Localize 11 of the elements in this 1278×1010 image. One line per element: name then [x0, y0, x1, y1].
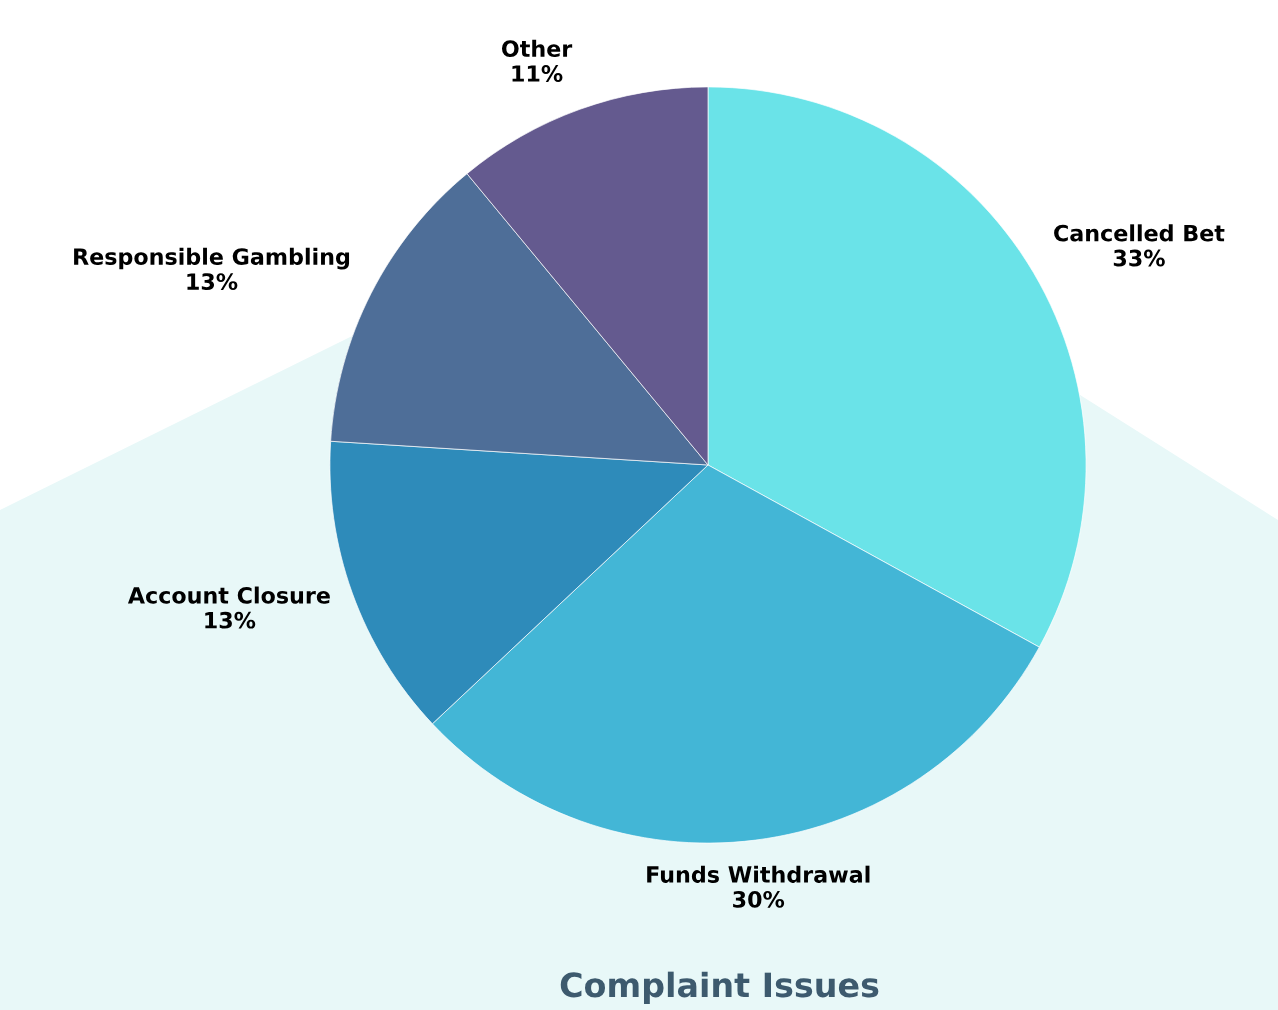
data-label: 33% [1113, 249, 1165, 267]
slice-label: Cancelled Bet [1054, 224, 1225, 242]
slice-label: Responsible Gambling [74, 247, 350, 270]
slice-label: Funds Withdrawal [647, 865, 870, 883]
data-label: 11% [512, 65, 563, 82]
slice-label: Other [501, 39, 573, 58]
slice-label: Account Closure [127, 586, 330, 604]
data-label: 13% [205, 611, 256, 629]
data-label: 13% [187, 273, 238, 291]
text: Complaint Issues [560, 971, 879, 1004]
data-label: 30% [733, 890, 785, 908]
